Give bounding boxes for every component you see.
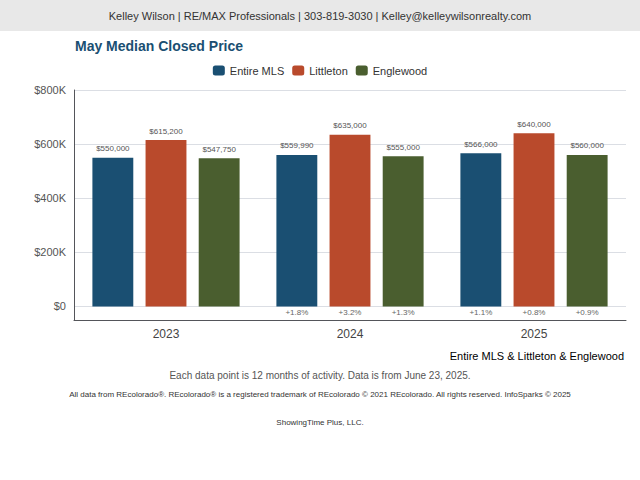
svg-text:$0: $0 [54, 300, 66, 312]
svg-text:$547,750: $547,750 [202, 145, 236, 154]
svg-text:$635,000: $635,000 [333, 121, 367, 130]
svg-text:Kelley Wilson | RE/MAX Profess: Kelley Wilson | RE/MAX Professionals | 3… [109, 10, 531, 22]
svg-text:Entire MLS: Entire MLS [450, 350, 504, 362]
svg-text:+1.8%: +1.8% [285, 308, 308, 317]
svg-text:Entire MLS: Entire MLS [230, 65, 284, 77]
svg-text:Littleton: Littleton [518, 350, 557, 362]
svg-text:$200K: $200K [34, 246, 66, 258]
svg-text:+3.2%: +3.2% [339, 308, 362, 317]
svg-text:&: & [556, 350, 569, 362]
svg-text:May Median Closed Price: May Median Closed Price [75, 38, 243, 54]
svg-text:$555,000: $555,000 [386, 143, 420, 152]
svg-text:$800K: $800K [34, 84, 66, 96]
svg-text:$559,990: $559,990 [280, 141, 314, 150]
svg-text:+1.3%: +1.3% [392, 308, 415, 317]
svg-text:All data from REcolorado®. REc: All data from REcolorado®. REcolorado® i… [69, 390, 571, 399]
svg-text:ShowingTime Plus, LLC.: ShowingTime Plus, LLC. [276, 418, 363, 427]
svg-text:2023: 2023 [153, 327, 180, 341]
svg-text:Englewood: Englewood [570, 350, 624, 362]
svg-text:+1.1%: +1.1% [469, 308, 492, 317]
svg-text:+0.9%: +0.9% [576, 308, 599, 317]
svg-text:$550,000: $550,000 [96, 144, 130, 153]
svg-text:$400K: $400K [34, 192, 66, 204]
svg-text:2024: 2024 [337, 327, 364, 341]
svg-text:$615,200: $615,200 [149, 127, 183, 136]
svg-text:$600K: $600K [34, 138, 66, 150]
svg-text:&: & [504, 350, 517, 362]
svg-text:$560,000: $560,000 [570, 141, 604, 150]
svg-text:2025: 2025 [521, 327, 548, 341]
svg-text:Each data point is 12 months o: Each data point is 12 months of activity… [169, 370, 470, 381]
svg-text:Littleton: Littleton [309, 65, 348, 77]
svg-text:Englewood: Englewood [373, 65, 427, 77]
svg-text:+0.8%: +0.8% [523, 308, 546, 317]
svg-text:$640,000: $640,000 [517, 120, 551, 129]
svg-text:$566,000: $566,000 [464, 140, 498, 149]
